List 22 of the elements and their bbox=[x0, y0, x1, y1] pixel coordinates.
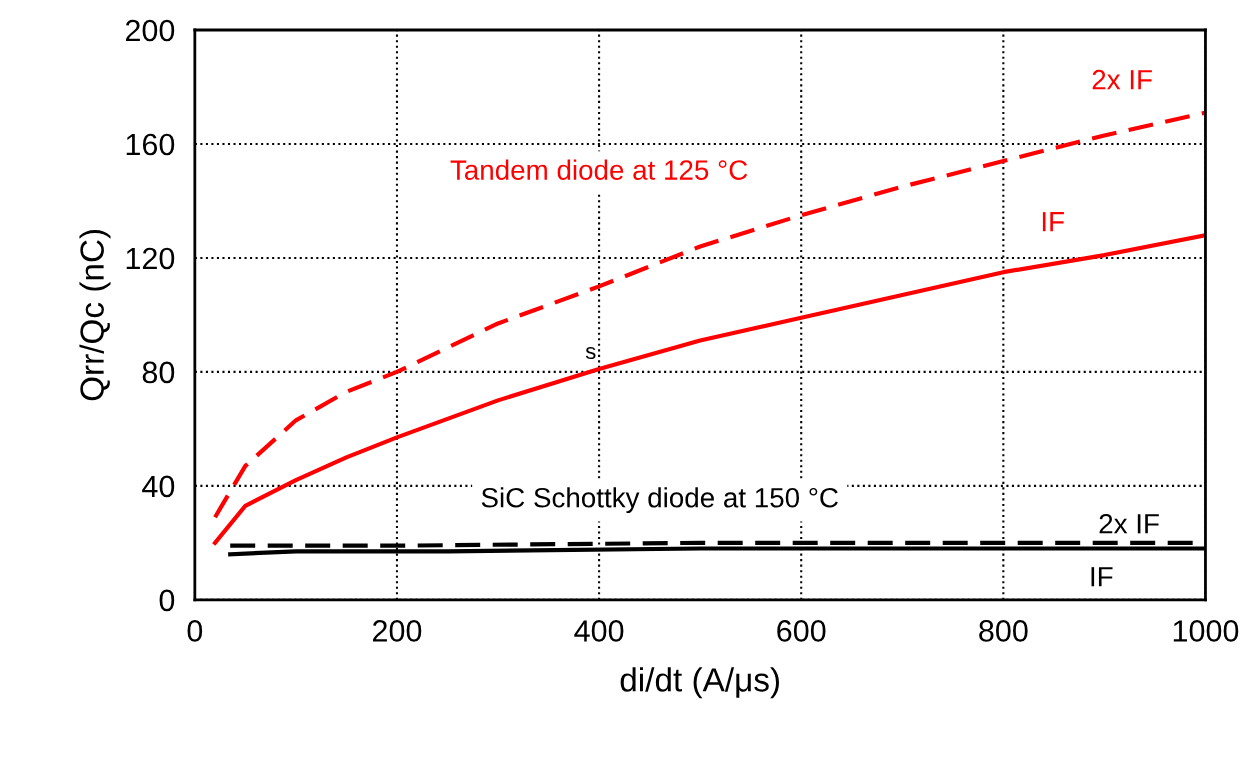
annotation: Tandem diode at 125 °C bbox=[450, 159, 748, 180]
y-tick-label: 120 bbox=[126, 247, 175, 270]
y-tick-label: 0 bbox=[159, 589, 175, 612]
series-label: 2x IF bbox=[1092, 69, 1152, 90]
y-tick-label: 40 bbox=[142, 475, 175, 498]
x-tick-label: 600 bbox=[777, 620, 826, 642]
y-tick-label: 80 bbox=[142, 361, 175, 384]
y-tick-label: 160 bbox=[126, 133, 175, 156]
annotation: s bbox=[585, 346, 596, 360]
x-tick-label: 400 bbox=[574, 620, 624, 642]
x-axis-title: di/dt (A/μs) bbox=[620, 667, 779, 699]
annotation: SiC Schottky diode at 150 °C bbox=[481, 487, 838, 514]
x-tick-label: 1000 bbox=[1173, 620, 1239, 642]
y-axis-title: Qrr/Qc (nC) bbox=[79, 229, 111, 401]
y-tick-label: 200 bbox=[125, 19, 175, 42]
series-label: IF bbox=[1091, 567, 1113, 587]
series-label: IF bbox=[1042, 212, 1064, 232]
line-series bbox=[212, 233, 1206, 545]
x-tick-label: 200 bbox=[373, 620, 422, 642]
x-tick-label: 0 bbox=[187, 620, 203, 642]
series-label: 2x IF bbox=[1099, 513, 1159, 534]
x-tick-label: 800 bbox=[979, 620, 1028, 642]
